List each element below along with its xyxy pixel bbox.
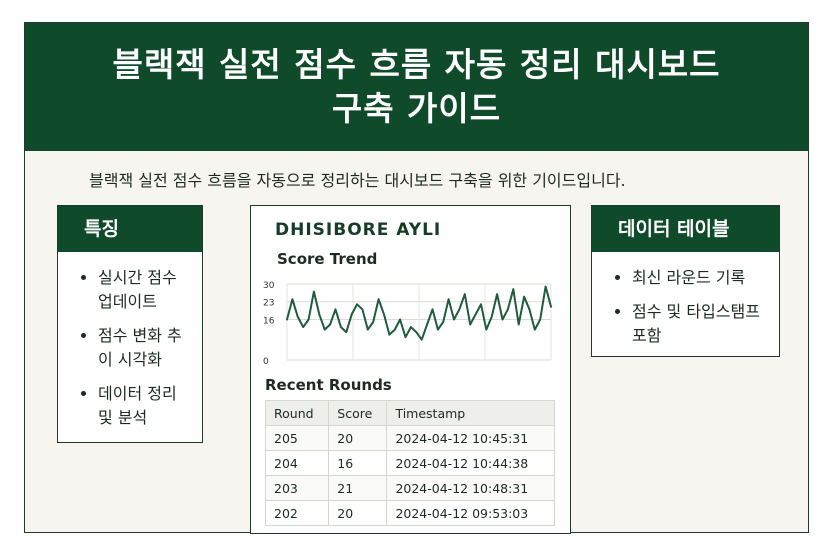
data-table-item: 최신 라운드 기록 [632,266,761,290]
y-tick-label: 30 [263,281,275,291]
table-row: 204 16 2024-04-12 10:44:38 [264,450,555,476]
column-header-round: Round [264,400,330,426]
round-cell: 204 [264,450,330,476]
dashboard-title: DHISIBORE AYLI [275,220,442,240]
features-heading: 특징 [58,206,202,252]
table-row: 202 20 2024-04-12 09:53:03 [264,500,555,526]
score-cell: 21 [328,475,388,501]
feature-item: 점수 변화 추이 시각화 [98,324,184,372]
feature-item: 실시간 점수 업데이트 [98,266,184,314]
data-table-list: 최신 라운드 기록 점수 및 타입스탬프 포함 [592,252,779,348]
data-table-card: 데이터 테이블 최신 라운드 기록 점수 및 타입스탬프 포함 [591,205,780,357]
score-trend-chart: 30 23 16 0 [263,281,552,367]
page-subtitle: 블랙잭 실전 점수 흐름을 자동으로 정리하는 대시보드 구축을 위한 기이드입… [89,171,626,190]
page-title-line-2: 구축 가이드 [331,89,502,128]
table-row: 203 21 2024-04-12 10:48:31 [264,475,555,501]
round-cell: 205 [264,425,330,451]
timestamp-cell: 2024-04-12 10:48:31 [386,475,555,501]
column-header-score: Score [328,400,388,426]
features-card: 특징 실시간 점수 업데이트 점수 변화 추이 시각화 데이터 정리 및 분석 [57,205,203,443]
y-tick-label: 23 [263,299,274,309]
recent-rounds-label: Recent Rounds [265,376,392,394]
score-cell: 16 [328,450,388,476]
score-trend-label: Score Trend [277,250,378,268]
timestamp-cell: 2024-04-12 09:53:03 [386,500,555,526]
table-header-row: Round Score Timestamp [264,400,555,426]
timestamp-cell: 2024-04-12 10:45:31 [386,425,555,451]
y-tick-label: 0 [263,357,269,367]
column-header-timestamp: Timestamp [386,400,555,426]
table-row: 205 20 2024-04-12 10:45:31 [264,425,555,451]
score-series-line [286,285,552,341]
page-header: 블랙잭 실전 점수 흐름 자동 정리 대시보드 구축 가이드 [25,23,808,151]
page-title-line-1: 블랙잭 실전 점수 흐름 자동 정리 대시보드 [112,45,721,84]
data-table-item: 점수 및 타입스탬프 포함 [632,300,761,348]
features-list: 실시간 점수 업데이트 점수 변화 추이 시각화 데이터 정리 및 분석 [58,252,202,430]
dashboard-preview: DHISIBORE AYLI Score Trend 30 23 16 0 Recen… [250,205,571,534]
data-table-heading: 데이터 테이블 [592,206,779,252]
score-cell: 20 [328,500,388,526]
score-cell: 20 [328,425,388,451]
guide-page: 블랙잭 실전 점수 흐름 자동 정리 대시보드 구축 가이드 블랙잭 실전 점수… [24,22,809,534]
round-cell: 202 [264,500,330,526]
recent-rounds-table: Round Score Timestamp 205 20 2024-04-12 … [264,400,555,526]
y-tick-label: 16 [263,316,275,326]
round-cell: 203 [264,475,330,501]
feature-item: 데이터 정리 및 분석 [98,382,184,430]
timestamp-cell: 2024-04-12 10:44:38 [386,450,555,476]
